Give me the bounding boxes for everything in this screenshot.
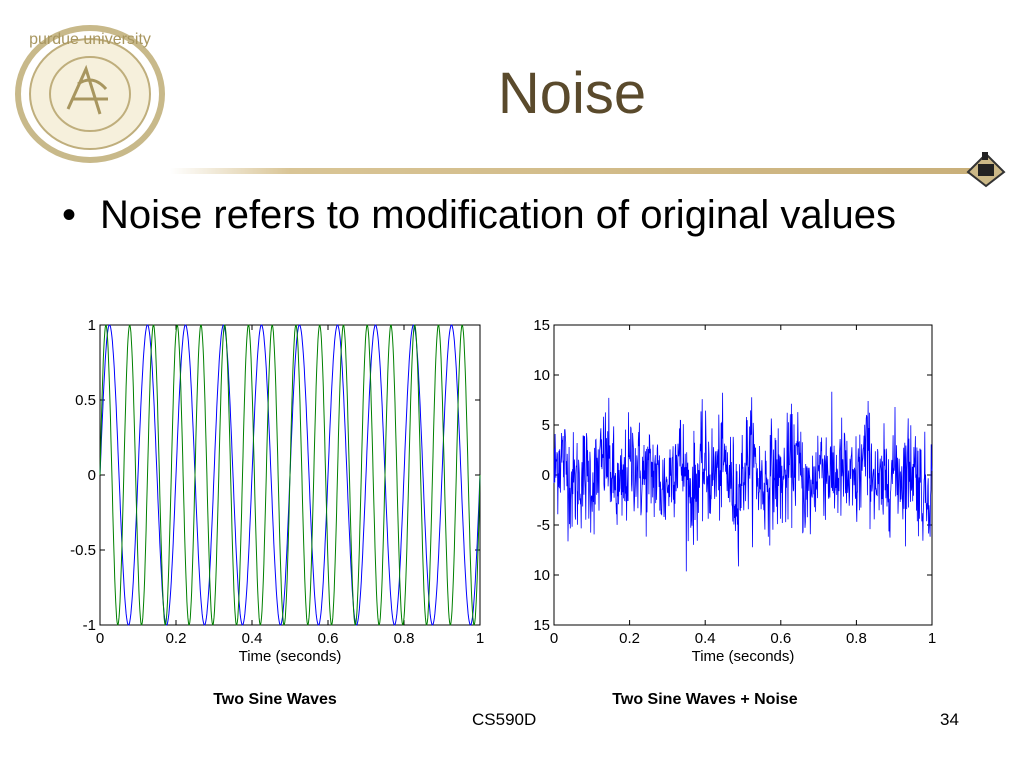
x-tick-label: 0.8 [846,630,867,647]
series-line-1 [99,324,481,626]
chart-sine-waves-noise: 0 0.2 0.4 0.6 0.8 1 15 10 5 0 -5 10 15 Time (seconds) [533,317,936,665]
x-tick-label: 1 [476,630,484,647]
x-tick-label: 0.6 [770,630,791,647]
chart-two-sine-waves: 0 0.2 0.4 0.6 0.8 1 1 0.5 0 -0.5 -1 Time (seconds) [70,317,484,665]
x-tick-label: 0.4 [695,630,716,647]
y-tick-label: 15 [533,317,550,334]
x-tick-label: 0.6 [318,630,339,647]
slide-title: Noise [497,61,647,126]
x-tick-label: 1 [928,630,936,647]
x-tick-label: 0.8 [394,630,415,647]
bullet-text: Noise refers to modification of original… [100,193,896,237]
title-rule [170,168,970,174]
x-tick-label: 0.2 [619,630,640,647]
x-tick-label: 0 [96,630,104,647]
y-tick-label: -1 [83,617,96,634]
x-tick-label: 0.2 [166,630,187,647]
chart1-caption: Two Sine Waves [213,691,337,708]
y-tick-label: 0 [88,467,96,484]
y-tick-label: 15 [533,617,550,634]
purdue-train-icon [966,152,1006,188]
noise-series-line [553,391,933,572]
chart2-caption: Two Sine Waves + Noise [612,691,798,708]
seal-text: purdue university [29,31,151,48]
y-tick-label: 0.5 [75,392,96,409]
x-tick-label: 0 [550,630,558,647]
y-tick-label: 5 [542,417,550,434]
y-tick-label: -0.5 [70,542,96,559]
y-tick-label: 10 [533,367,550,384]
bullet-marker: • [62,193,77,237]
x-axis-label: Time (seconds) [239,648,342,665]
y-tick-label: 1 [88,317,96,334]
x-axis-label: Time (seconds) [692,648,795,665]
y-tick-label: 0 [542,467,550,484]
x-tick-label: 0.4 [242,630,263,647]
footer-course: CS590D [472,710,537,729]
university-seal-logo: purdue university [15,25,165,163]
y-tick-label: -5 [537,517,550,534]
y-tick-label: 10 [533,567,550,584]
footer-page-number: 34 [940,710,959,729]
